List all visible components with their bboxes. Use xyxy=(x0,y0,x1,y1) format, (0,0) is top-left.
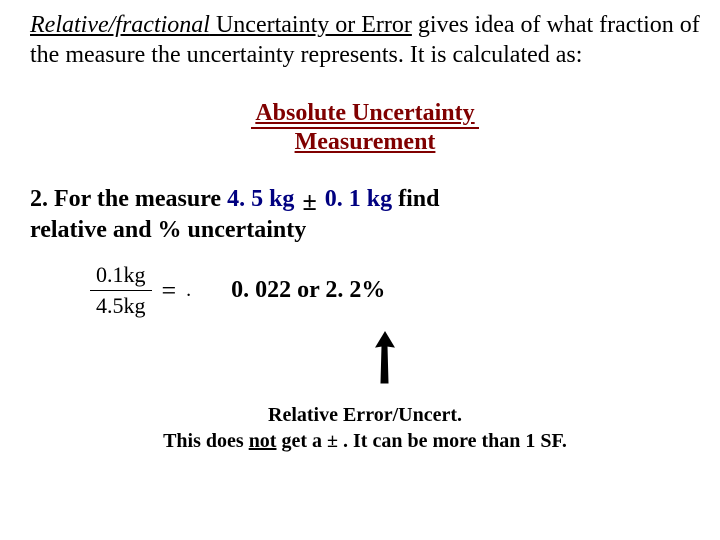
question-value: 4. 5 kg xyxy=(227,186,294,212)
eq-dot: . xyxy=(186,279,191,302)
term-rest-underline: Uncertainty or Error xyxy=(210,12,412,38)
eq-denominator: 4.5kg xyxy=(90,291,152,319)
footnote: Relative Error/Uncert. This does not get… xyxy=(30,402,700,454)
term-italic: Relative/fractional xyxy=(30,12,210,38)
eq-numerator: 0.1kg xyxy=(90,262,152,291)
question-block: 2. For the measure 4. 5 kg ± 0. 1 kg fin… xyxy=(30,186,700,244)
footnote-line2b: get a ± . It can be more than 1 SF. xyxy=(276,430,566,452)
question-line2: relative and % uncertainty xyxy=(30,217,306,243)
answer-text: 0. 022 or 2. 2% xyxy=(231,277,385,304)
definition-fraction: Absolute Uncertainty Measurement xyxy=(30,100,700,156)
intro-paragraph: Relative/fractional Uncertainty or Error… xyxy=(30,10,700,70)
question-trail: find xyxy=(392,186,439,212)
fraction-numerator: Absolute Uncertainty xyxy=(251,100,478,129)
arrow-container xyxy=(30,329,700,392)
fraction-denominator: Measurement xyxy=(251,129,478,156)
up-arrow-icon xyxy=(370,329,400,387)
question-lead: 2. For the measure xyxy=(30,186,227,212)
footnote-line2a: This does xyxy=(163,430,249,452)
answer-row: 0.1kg 4.5kg = . 0. 022 or 2. 2% xyxy=(90,262,700,319)
equals-sign: = xyxy=(162,276,177,306)
footnote-not: not xyxy=(249,430,277,452)
equation-fraction: 0.1kg 4.5kg xyxy=(90,262,152,319)
question-uncertainty: 0. 1 kg xyxy=(325,186,392,212)
footnote-line1: Relative Error/Uncert. xyxy=(30,402,700,428)
plus-minus-icon: ± xyxy=(300,187,318,217)
